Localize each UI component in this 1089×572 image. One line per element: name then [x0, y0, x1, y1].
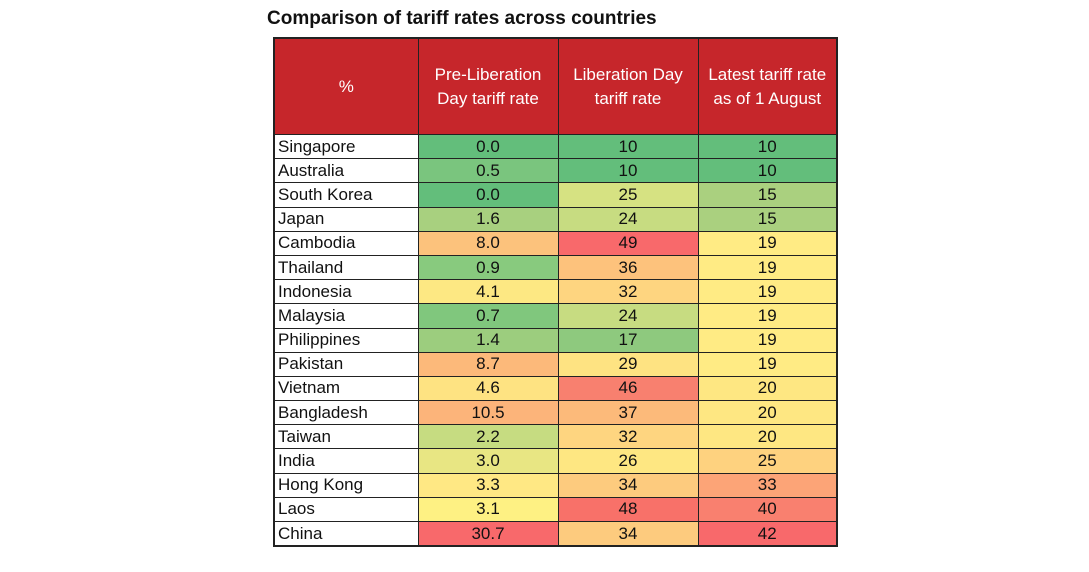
value-cell-latest-rate: 20: [697, 375, 838, 402]
value-cell-liberation-day: 36: [557, 254, 699, 281]
value-cell-latest-rate: 19: [697, 303, 838, 329]
country-cell: Malaysia: [273, 303, 419, 329]
table-row: Hong Kong 3.3 34 33: [273, 472, 838, 498]
value-cell-liberation-day: 25: [557, 182, 699, 208]
value-cell-pre-liberation-day: 8.7: [417, 351, 559, 377]
country-cell: Singapore: [273, 133, 419, 160]
value-cell-pre-liberation-day: 1.6: [417, 206, 559, 232]
value-cell-liberation-day: 32: [557, 279, 699, 305]
value-cell-pre-liberation-day: 0.0: [417, 133, 559, 160]
value-cell-pre-liberation-day: 2.2: [417, 424, 559, 450]
table-row: Thailand 0.9 36 19: [273, 254, 838, 281]
country-cell: Japan: [273, 206, 419, 232]
value-cell-liberation-day: 48: [557, 496, 699, 523]
table-row: Japan 1.6 24 15: [273, 206, 838, 232]
table-row: Australia 0.5 10 10: [273, 158, 838, 184]
value-cell-liberation-day: 26: [557, 448, 699, 474]
value-cell-pre-liberation-day: 0.0: [417, 182, 559, 208]
value-cell-latest-rate: 15: [697, 206, 838, 232]
country-cell: Vietnam: [273, 375, 419, 402]
value-cell-latest-rate: 10: [697, 158, 838, 184]
country-cell: China: [273, 521, 419, 547]
value-cell-liberation-day: 49: [557, 230, 699, 256]
value-cell-latest-rate: 25: [697, 448, 838, 474]
country-cell: Laos: [273, 496, 419, 523]
value-cell-pre-liberation-day: 0.9: [417, 254, 559, 281]
table-row: South Korea 0.0 25 15: [273, 182, 838, 208]
header-liberation-day: Liberation Day tariff rate: [557, 37, 699, 135]
value-cell-pre-liberation-day: 4.6: [417, 375, 559, 402]
value-cell-pre-liberation-day: 30.7: [417, 521, 559, 547]
value-cell-pre-liberation-day: 10.5: [417, 400, 559, 426]
value-cell-latest-rate: 19: [697, 327, 838, 353]
header-pre-liberation-day: Pre-Liberation Day tariff rate: [417, 37, 559, 135]
table-row: Malaysia 0.7 24 19: [273, 303, 838, 329]
value-cell-pre-liberation-day: 3.3: [417, 472, 559, 498]
country-cell: South Korea: [273, 182, 419, 208]
value-cell-liberation-day: 24: [557, 206, 699, 232]
country-cell: Hong Kong: [273, 472, 419, 498]
value-cell-pre-liberation-day: 3.0: [417, 448, 559, 474]
header-row: % Pre-Liberation Day tariff rate Liberat…: [273, 37, 838, 135]
value-cell-liberation-day: 10: [557, 158, 699, 184]
value-cell-latest-rate: 10: [697, 133, 838, 160]
header-latest-rate: Latest tariff rate as of 1 August: [697, 37, 838, 135]
value-cell-liberation-day: 29: [557, 351, 699, 377]
value-cell-pre-liberation-day: 0.7: [417, 303, 559, 329]
table-row: Philippines 1.4 17 19: [273, 327, 838, 353]
tariff-table: % Pre-Liberation Day tariff rate Liberat…: [273, 37, 838, 548]
header-unit: %: [273, 37, 419, 135]
value-cell-pre-liberation-day: 3.1: [417, 496, 559, 523]
country-cell: Thailand: [273, 254, 419, 281]
table-row: Vietnam 4.6 46 20: [273, 375, 838, 402]
value-cell-liberation-day: 10: [557, 133, 699, 160]
value-cell-liberation-day: 46: [557, 375, 699, 402]
chart-title: Comparison of tariff rates across countr…: [267, 8, 657, 29]
value-cell-liberation-day: 34: [557, 521, 699, 547]
value-cell-liberation-day: 32: [557, 424, 699, 450]
table-row: Cambodia 8.0 49 19: [273, 230, 838, 256]
value-cell-pre-liberation-day: 8.0: [417, 230, 559, 256]
value-cell-pre-liberation-day: 0.5: [417, 158, 559, 184]
value-cell-liberation-day: 37: [557, 400, 699, 426]
table-row: Laos 3.1 48 40: [273, 496, 838, 523]
value-cell-liberation-day: 24: [557, 303, 699, 329]
value-cell-latest-rate: 19: [697, 230, 838, 256]
country-cell: Indonesia: [273, 279, 419, 305]
table-row: Bangladesh 10.5 37 20: [273, 400, 838, 426]
value-cell-latest-rate: 33: [697, 472, 838, 498]
table-row: India 3.0 26 25: [273, 448, 838, 474]
table-row: Indonesia 4.1 32 19: [273, 279, 838, 305]
value-cell-latest-rate: 19: [697, 279, 838, 305]
value-cell-latest-rate: 19: [697, 254, 838, 281]
value-cell-latest-rate: 20: [697, 424, 838, 450]
value-cell-latest-rate: 19: [697, 351, 838, 377]
value-cell-liberation-day: 17: [557, 327, 699, 353]
value-cell-pre-liberation-day: 4.1: [417, 279, 559, 305]
value-cell-latest-rate: 42: [697, 521, 838, 547]
country-cell: Taiwan: [273, 424, 419, 450]
country-cell: Australia: [273, 158, 419, 184]
country-cell: Philippines: [273, 327, 419, 353]
value-cell-latest-rate: 40: [697, 496, 838, 523]
country-cell: India: [273, 448, 419, 474]
value-cell-pre-liberation-day: 1.4: [417, 327, 559, 353]
table-row: Singapore 0.0 10 10: [273, 133, 838, 160]
table-row: China 30.7 34 42: [273, 521, 838, 547]
country-cell: Pakistan: [273, 351, 419, 377]
table-row: Pakistan 8.7 29 19: [273, 351, 838, 377]
value-cell-latest-rate: 15: [697, 182, 838, 208]
value-cell-latest-rate: 20: [697, 400, 838, 426]
table-row: Taiwan 2.2 32 20: [273, 424, 838, 450]
country-cell: Bangladesh: [273, 400, 419, 426]
value-cell-liberation-day: 34: [557, 472, 699, 498]
table-body: Singapore 0.0 10 10 Australia 0.5 10 10 South Ko…: [273, 133, 838, 547]
country-cell: Cambodia: [273, 230, 419, 256]
